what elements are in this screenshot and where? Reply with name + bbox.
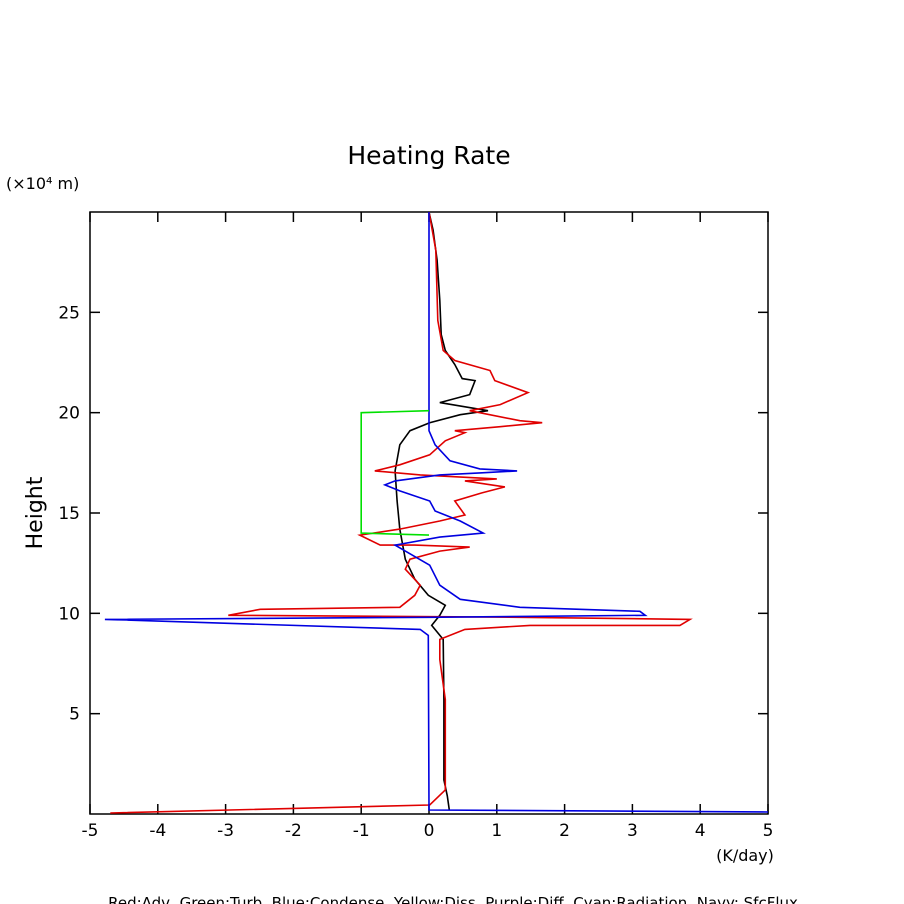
y-axis-label: Height xyxy=(23,476,48,549)
y-tick-label: 15 xyxy=(58,504,80,524)
x-tick-label: -1 xyxy=(353,821,370,841)
y-tick-label: 20 xyxy=(58,404,80,424)
chart-title: Heating Rate xyxy=(347,141,510,170)
profile-line xyxy=(360,409,430,536)
y-tick-label: 5 xyxy=(69,705,80,725)
y-tick-label: 25 xyxy=(58,303,80,323)
x-tick-label: 5 xyxy=(763,821,774,841)
legend-text: Red:Adv, Green:Turb, Blue:Condense, Yell… xyxy=(108,894,798,904)
profile-line xyxy=(110,211,693,814)
x-tick-label: -5 xyxy=(82,821,99,841)
x-unit: (K/day) xyxy=(716,846,774,865)
x-tick-label: 4 xyxy=(695,821,706,841)
profile-line xyxy=(394,211,489,811)
x-tick-label: 3 xyxy=(627,821,638,841)
x-tick-label: 1 xyxy=(491,821,502,841)
y-unit: (×10⁴ m) xyxy=(6,174,79,193)
x-tick-label: 2 xyxy=(559,821,570,841)
x-tick-label: -2 xyxy=(285,821,302,841)
x-tick-label: 0 xyxy=(424,821,435,841)
profile-line xyxy=(104,212,769,813)
y-tick-label: 10 xyxy=(58,604,80,624)
x-tick-label: -4 xyxy=(149,821,166,841)
x-tick-label: -3 xyxy=(217,821,234,841)
